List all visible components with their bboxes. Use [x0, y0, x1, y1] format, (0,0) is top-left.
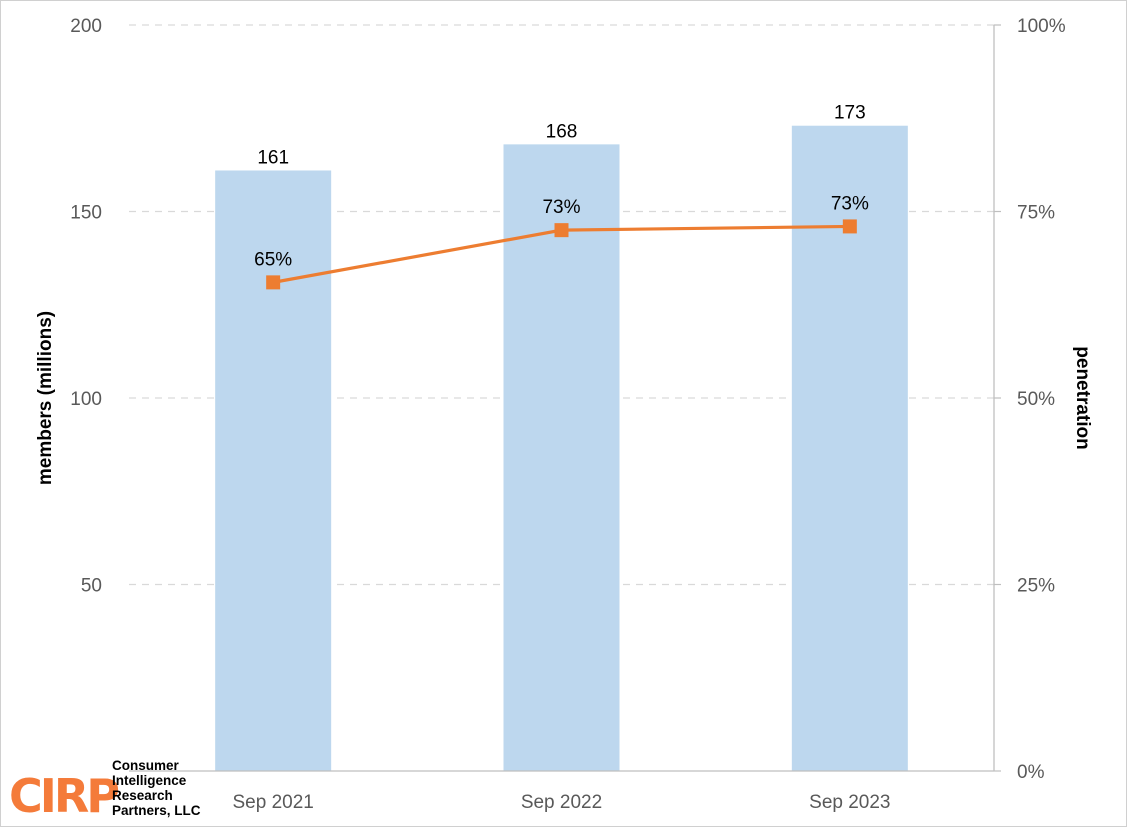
line-series [266, 219, 857, 290]
line-marker [554, 223, 569, 238]
x-tick-label: Sep 2023 [809, 792, 890, 813]
y2-tick-label: 75% [1017, 203, 1055, 224]
logo-line-2: Intelligence [112, 773, 187, 788]
x-tick-label: Sep 2021 [232, 792, 313, 813]
line-data-label: 73% [831, 193, 869, 214]
logo-line-4: Partners, LLC [112, 803, 201, 818]
bar [215, 170, 332, 772]
y2-tick-label: 25% [1017, 576, 1055, 597]
x-tick-label: Sep 2022 [521, 792, 602, 813]
y-tick-label: 100 [70, 389, 102, 410]
line-marker [842, 219, 857, 234]
line-data-label: 73% [542, 197, 580, 218]
logo-line-1: Consumer [112, 758, 180, 773]
y-tick-label: 150 [70, 203, 102, 224]
data-labels: 161 168 173 65% 73% 73% [254, 103, 869, 271]
tick-labels: 200 150 100 50 100% 75% 50% 25% 0% Sep 2021 Sep 20… [70, 16, 1065, 813]
y-tick-label: 200 [70, 16, 102, 37]
axes [129, 24, 1001, 772]
bar-data-label: 173 [834, 103, 866, 124]
y2-axis-title: penetration [1072, 346, 1093, 449]
logo-line-3: Research [112, 788, 173, 803]
y2-tick-label: 100% [1017, 16, 1066, 37]
bar-data-label: 161 [257, 147, 289, 168]
y2-tick-label: 50% [1017, 389, 1055, 410]
line-data-label: 65% [254, 249, 292, 270]
y2-tick-label: 0% [1017, 762, 1045, 783]
line-marker [266, 275, 281, 290]
bar-series [215, 125, 908, 772]
y-tick-label: 50 [81, 576, 102, 597]
cirp-logo: CIRP Consumer Intelligence Research Part… [9, 758, 201, 823]
logo-mark: CIRP [9, 769, 118, 823]
bar [503, 144, 620, 772]
y-axis-title: members (millions) [35, 311, 56, 485]
bar-data-label: 168 [546, 121, 578, 142]
